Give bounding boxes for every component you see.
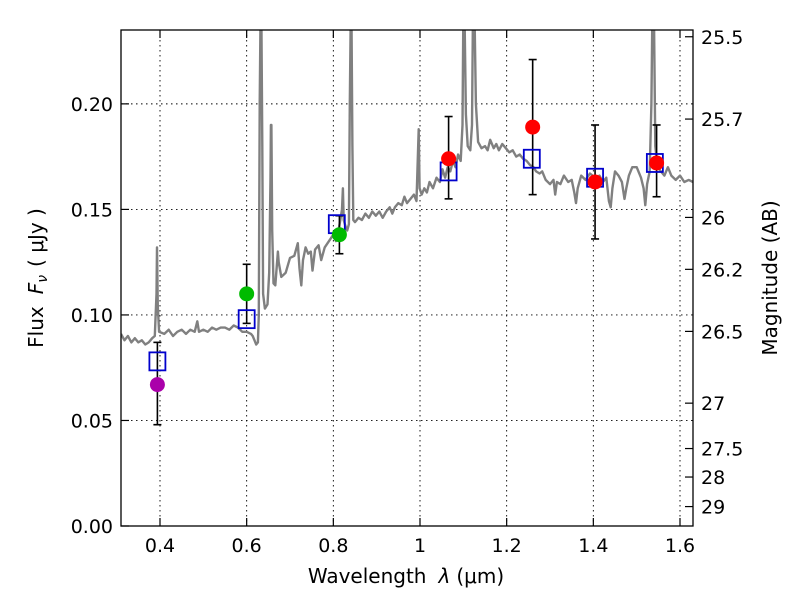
x-tick-label: 1 (414, 535, 426, 557)
y-tick-label: 0.00 (71, 516, 113, 538)
axes: 0.4 0.6 0.8 1 1.2 1.4 1.6 0.00 0.05 0.10 0.15 0.20 2… (71, 27, 744, 557)
x-tick-label: 0.8 (318, 535, 348, 557)
y-axis-label: FluxFν( μJy ) (24, 208, 51, 348)
y-tick-label: 0.15 (71, 199, 113, 221)
observed-point (149, 377, 165, 393)
y-tick-label: 0.20 (71, 94, 113, 116)
x-tick-label: 1.2 (492, 535, 522, 557)
y2-tick-label: 26.2 (701, 259, 743, 281)
grid-lines (121, 30, 693, 527)
y2-tick-label: 27.5 (701, 439, 743, 461)
y2-tick-label: 26.5 (701, 321, 743, 343)
y2-tick-label: 26 (701, 207, 725, 229)
spectrum-line (121, 30, 693, 346)
y2-axis-label: Magnitude (AB) (758, 200, 782, 355)
observed-point (239, 286, 255, 302)
y-tick-label: 0.10 (71, 305, 113, 327)
x-tick-label: 1.6 (665, 535, 695, 557)
observed-point (331, 227, 347, 243)
data-area (121, 30, 693, 426)
y2-tick-label: 25.7 (701, 109, 743, 131)
y-tick-label: 0.05 (71, 410, 113, 432)
plot-frame (120, 29, 694, 527)
y2-tick-label: 25.5 (701, 27, 743, 49)
y2-tick-label: 29 (701, 497, 725, 519)
x-tick-label: 0.4 (145, 535, 175, 557)
model-point-square (522, 148, 541, 169)
model-point-square (237, 309, 256, 330)
observed-point (649, 155, 665, 171)
model-point-square (148, 351, 167, 372)
observed-point (587, 174, 603, 190)
y2-tick-label: 27 (701, 393, 725, 415)
observed-point (441, 151, 457, 167)
y2-tick-label: 28 (701, 467, 725, 489)
x-tick-label: 1.4 (578, 535, 608, 557)
observed-point (525, 119, 541, 135)
x-axis-label: Wavelength λ (μm) (308, 564, 504, 588)
x-tick-label: 0.6 (232, 535, 262, 557)
